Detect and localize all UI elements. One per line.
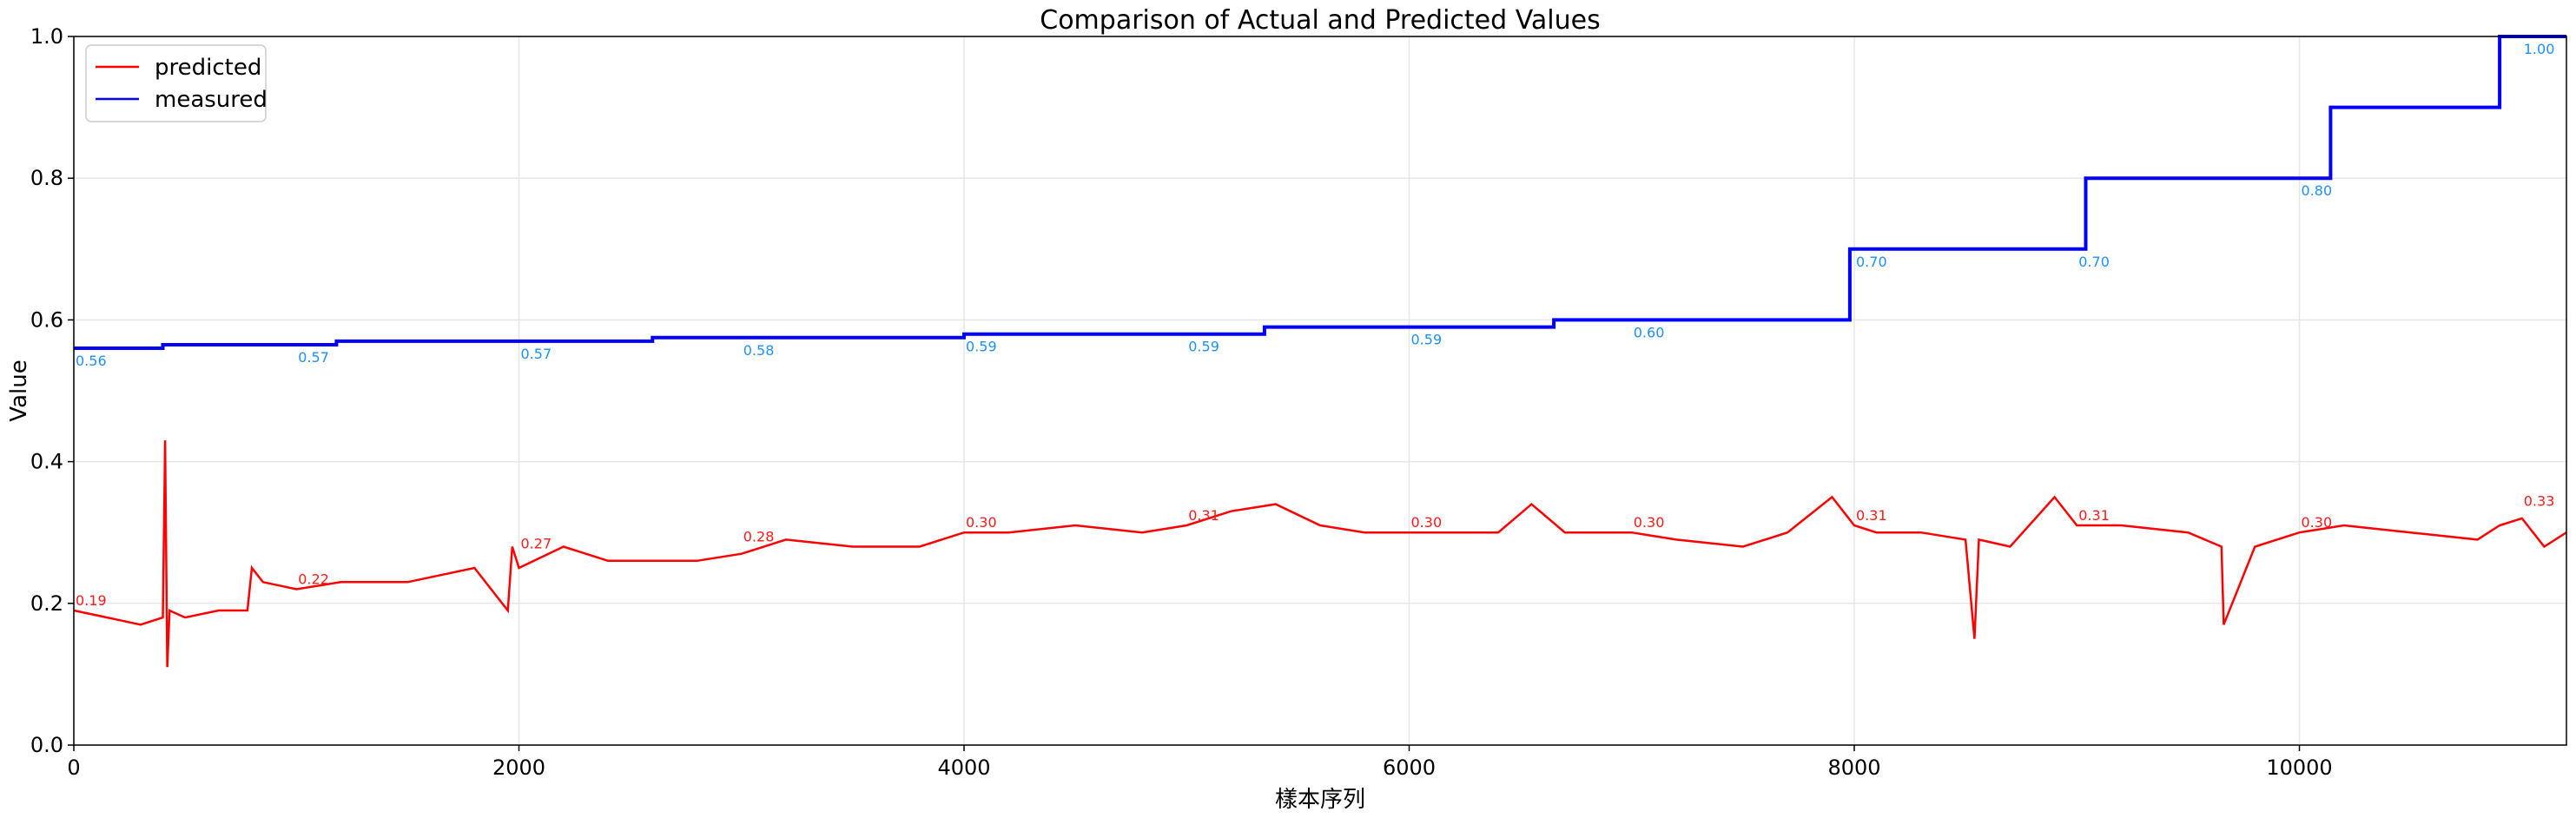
annotation-predicted-12: 0.19 xyxy=(76,592,107,609)
x-tick-label-1: 2000 xyxy=(492,756,545,780)
annotation-predicted-16: 0.30 xyxy=(966,514,997,531)
annotation-measured-10: 0.80 xyxy=(2302,182,2333,199)
annotation-predicted-18: 0.30 xyxy=(1411,514,1443,531)
annotation-predicted-13: 0.22 xyxy=(298,571,329,587)
legend: predicted measured xyxy=(85,44,268,122)
legend-label-predicted: predicted xyxy=(155,55,261,81)
annotation-predicted-17: 0.31 xyxy=(1188,507,1219,524)
annotation-predicted-22: 0.30 xyxy=(2302,514,2333,531)
data-annotations: 0.56 0.57 0.57 0.58 0.59 0.59 0.59 0.60 0.70 0.70… xyxy=(76,41,2554,609)
y-tick-label-1: 0.2 xyxy=(30,591,63,616)
x-tick-label-0: 0 xyxy=(67,756,80,780)
annotation-measured-9: 0.70 xyxy=(2078,254,2110,270)
annotation-measured-1: 0.57 xyxy=(298,349,329,366)
annotation-measured-7: 0.60 xyxy=(1634,324,1665,340)
x-tick-label-5: 10000 xyxy=(2266,756,2332,780)
annotation-measured-6: 0.59 xyxy=(1411,332,1443,348)
series-line-measured xyxy=(74,35,2566,350)
x-tick-label-2: 4000 xyxy=(937,756,990,780)
legend-box xyxy=(85,44,267,122)
x-tick-label-3: 6000 xyxy=(1383,756,1436,780)
chart-title: Comparison of Actual and Predicted Value… xyxy=(1040,5,1600,36)
annotation-measured-2: 0.57 xyxy=(521,346,552,362)
y-axis-label: Value xyxy=(6,360,32,421)
annotation-predicted-20: 0.31 xyxy=(1856,507,1887,524)
annotation-predicted-14: 0.27 xyxy=(521,536,552,552)
y-tick-label-4: 0.8 xyxy=(30,166,63,190)
plot-frame xyxy=(73,36,2567,746)
y-tick-label-5: 1.0 xyxy=(30,24,63,49)
annotation-measured-11: 1.00 xyxy=(2524,41,2555,57)
annotation-predicted-19: 0.30 xyxy=(1634,514,1665,531)
annotation-predicted-23: 0.33 xyxy=(2524,493,2555,510)
y-tick-label-3: 0.6 xyxy=(30,307,63,332)
x-axis-label: 樣本序列 xyxy=(1275,787,1365,813)
y-tick-label-2: 0.4 xyxy=(30,450,63,474)
annotation-measured-0: 0.56 xyxy=(76,353,107,369)
annotation-predicted-15: 0.28 xyxy=(743,529,775,545)
y-tick-label-0: 0.0 xyxy=(30,733,63,757)
annotation-measured-5: 0.59 xyxy=(1188,339,1219,355)
series-lines xyxy=(73,35,2567,668)
x-tick-label-4: 8000 xyxy=(1827,756,1880,780)
grid-lines xyxy=(73,36,2566,746)
annotation-measured-8: 0.70 xyxy=(1856,254,1887,270)
legend-label-measured: measured xyxy=(155,87,268,113)
annotation-measured-4: 0.59 xyxy=(966,339,997,355)
annotation-measured-3: 0.58 xyxy=(743,342,775,359)
series-line-predicted xyxy=(73,440,2567,668)
annotation-predicted-21: 0.31 xyxy=(2078,507,2110,524)
axis-ticks: 0 2000 4000 6000 8000 10000 0.0 0.2 0.4 0.6 0.8 1.0 xyxy=(30,24,2333,780)
